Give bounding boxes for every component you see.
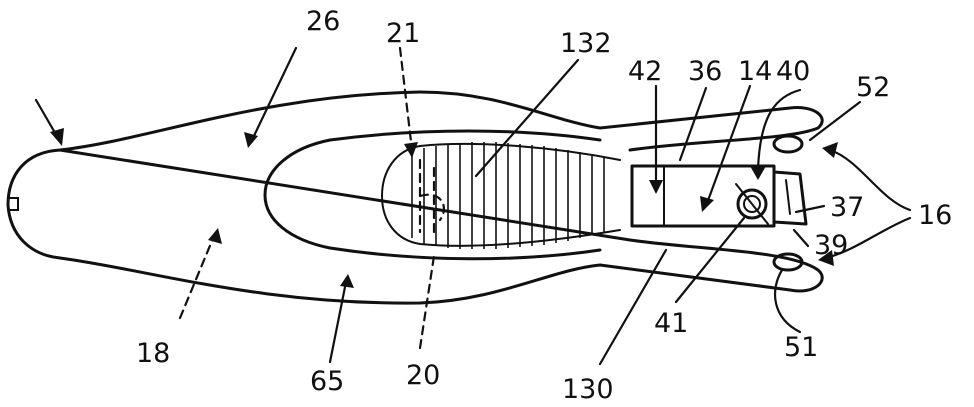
label-18: 18 [136, 338, 170, 369]
tip-52 [774, 136, 802, 152]
label-36: 36 [688, 56, 722, 87]
label-20: 20 [406, 360, 440, 391]
label-51: 51 [784, 332, 818, 363]
end-block [774, 172, 806, 224]
label-42: 42 [628, 56, 662, 87]
label-130: 130 [562, 374, 614, 405]
label-39: 39 [814, 230, 848, 261]
label-40: 40 [776, 56, 810, 87]
label-41: 41 [654, 308, 688, 339]
label-14: 14 [738, 56, 772, 87]
label-65: 65 [310, 366, 344, 397]
label-132: 132 [560, 28, 612, 59]
label-37: 37 [830, 192, 864, 223]
label-21: 21 [386, 18, 420, 49]
label-26: 26 [306, 6, 340, 37]
label-52: 52 [856, 72, 890, 103]
label-16: 16 [918, 200, 952, 231]
